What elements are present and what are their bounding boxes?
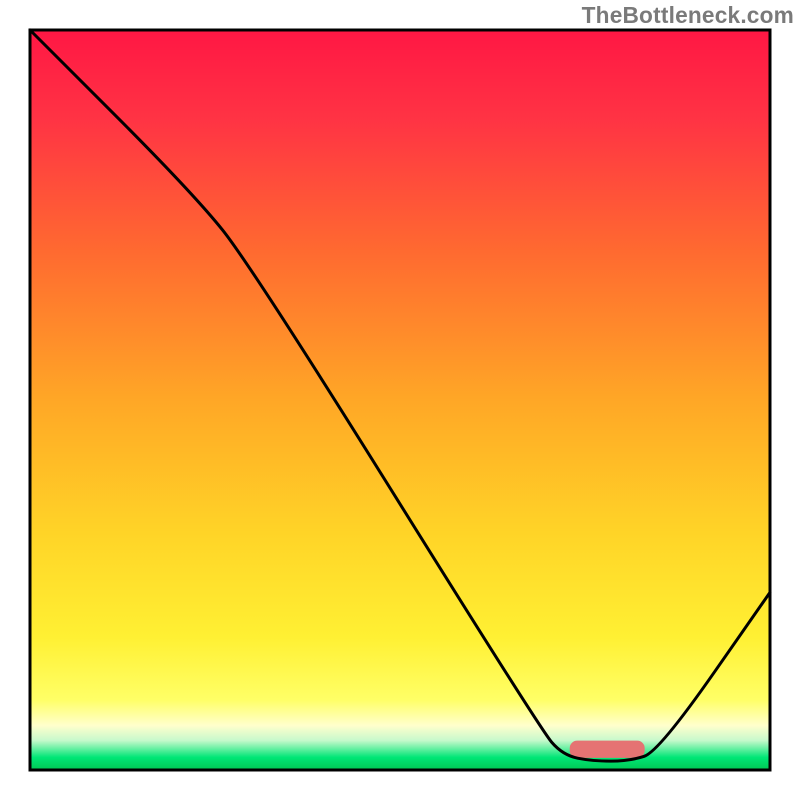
bottleneck-chart	[0, 0, 800, 800]
optimum-marker	[570, 741, 644, 757]
chart-container: TheBottleneck.com	[0, 0, 800, 800]
attribution-text: TheBottleneck.com	[582, 2, 794, 29]
